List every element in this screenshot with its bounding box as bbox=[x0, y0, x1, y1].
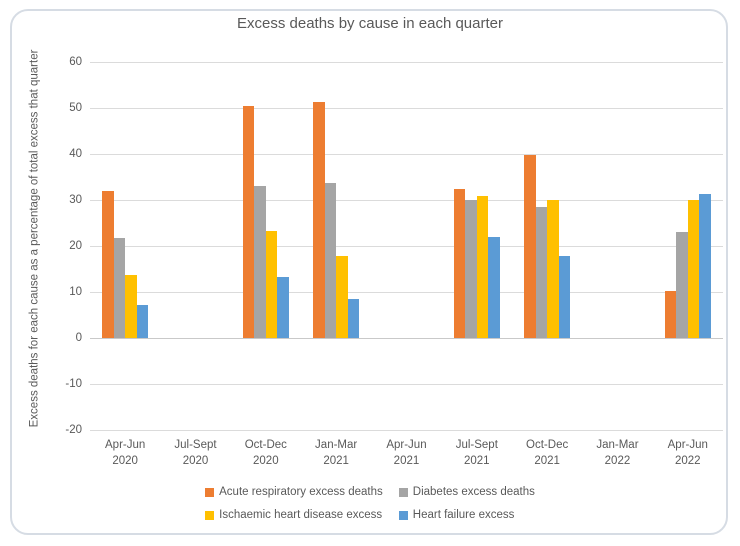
legend-marker-icon bbox=[398, 487, 408, 497]
x-axis-label-line: Apr-Jun bbox=[667, 439, 708, 451]
gridline bbox=[90, 200, 723, 201]
y-tick-label: 20 bbox=[69, 240, 82, 252]
gridline bbox=[90, 292, 723, 293]
x-axis-label-line: 2021 bbox=[534, 455, 560, 467]
chart-title: Excess deaths by cause in each quarter bbox=[237, 15, 503, 32]
legend-marker-icon bbox=[398, 510, 408, 520]
y-tick-label: 60 bbox=[69, 56, 82, 68]
bar-series2-cat1 bbox=[113, 237, 126, 338]
x-axis-label: Jul-Sept 2021 bbox=[442, 437, 512, 473]
gridline bbox=[90, 246, 723, 247]
bar-series4-cat7 bbox=[558, 255, 571, 338]
bar-series2-cat6 bbox=[465, 200, 477, 338]
gridline bbox=[90, 62, 723, 63]
bar-series1-cat7 bbox=[524, 154, 536, 338]
bar-series1-cat6 bbox=[453, 189, 466, 338]
bar-series4-cat1 bbox=[136, 304, 149, 338]
x-axis-labels: Apr-Jun 2020 Jul-Sept 2020 Oct-Dec 2020 Jan-Ma… bbox=[90, 437, 723, 473]
legend-label: Heart failure excess bbox=[412, 509, 515, 521]
x-axis-label: Oct-Dec 2020 bbox=[231, 437, 301, 473]
bar-series3-cat4 bbox=[336, 255, 348, 338]
y-tick-label: 10 bbox=[69, 286, 82, 298]
x-axis-label-line: Jul-Sept bbox=[174, 439, 217, 451]
bar-series2-cat9 bbox=[676, 232, 688, 338]
gridline bbox=[90, 154, 723, 155]
legend-label: Diabetes excess deaths bbox=[412, 486, 535, 498]
bar-series1-cat3 bbox=[242, 106, 255, 338]
plot-area bbox=[90, 62, 723, 431]
bar-series4-cat3 bbox=[277, 277, 289, 338]
x-axis-label-line: 2022 bbox=[674, 455, 701, 467]
gridline bbox=[90, 430, 723, 431]
bar-series3-cat9 bbox=[687, 200, 700, 338]
bar-series1-cat9 bbox=[664, 291, 677, 338]
x-axis-label-line: 2021 bbox=[464, 455, 490, 467]
legend-label: Ischaemic heart disease excess bbox=[219, 509, 383, 521]
x-axis-label: Jul-Sept 2020 bbox=[160, 437, 230, 473]
x-axis-label-line: 2020 bbox=[112, 455, 138, 467]
legend-item: Acute respiratory excess deaths bbox=[205, 486, 383, 498]
x-axis-label-line: 2022 bbox=[604, 455, 631, 467]
x-axis-label-line: Oct-Dec bbox=[526, 439, 569, 451]
bar-series3-cat7 bbox=[547, 200, 559, 338]
x-axis-label-line: Oct-Dec bbox=[244, 439, 287, 451]
y-tick-label: 40 bbox=[69, 148, 82, 160]
x-axis-label: Jan-Mar 2022 bbox=[582, 437, 652, 473]
bar-series3-cat6 bbox=[476, 196, 489, 338]
legend-item: Heart failure excess bbox=[398, 509, 535, 521]
y-tick-label: -20 bbox=[65, 424, 82, 436]
y-tick-label: 30 bbox=[69, 194, 82, 206]
y-tick-label: 0 bbox=[75, 332, 82, 344]
x-axis-label-line: 2020 bbox=[182, 455, 209, 467]
bar-series4-cat4 bbox=[347, 299, 360, 338]
legend-marker-icon bbox=[205, 510, 215, 520]
bar-series1-cat4 bbox=[313, 102, 325, 338]
gridline bbox=[90, 384, 723, 385]
y-axis-ticks: 60 50 40 30 20 10 0 -10 -20 bbox=[38, 56, 82, 436]
bar-series2-cat7 bbox=[535, 207, 548, 338]
x-axis-label: Apr-Jun 2022 bbox=[653, 437, 723, 473]
bar-series1-cat1 bbox=[102, 190, 114, 338]
x-axis-label: Jan-Mar 2021 bbox=[301, 437, 371, 473]
x-axis-label-line: Jan-Mar bbox=[315, 439, 358, 451]
legend-marker-icon bbox=[205, 487, 215, 497]
x-axis-label-line: 2021 bbox=[323, 455, 349, 467]
x-axis-label-line: 2020 bbox=[253, 455, 279, 467]
bar-series4-cat6 bbox=[488, 236, 500, 338]
legend: Acute respiratory excess deaths Diabetes … bbox=[0, 486, 740, 521]
legend-item: Ischaemic heart disease excess bbox=[205, 509, 383, 521]
chart-border bbox=[10, 9, 728, 535]
y-tick-label: 50 bbox=[69, 102, 82, 114]
bar-series2-cat4 bbox=[324, 182, 337, 338]
x-axis-label-line: Jul-Sept bbox=[455, 439, 498, 451]
gridline bbox=[90, 108, 723, 109]
x-axis-label-line: Apr-Jun bbox=[105, 439, 146, 451]
bar-series4-cat9 bbox=[699, 194, 711, 338]
x-axis-label-line: Apr-Jun bbox=[386, 439, 427, 451]
y-tick-label: -10 bbox=[65, 378, 82, 390]
legend-item: Diabetes excess deaths bbox=[398, 486, 535, 498]
x-axis-line bbox=[90, 338, 723, 339]
bar-series3-cat1 bbox=[125, 274, 137, 338]
x-axis-label: Oct-Dec 2021 bbox=[512, 437, 582, 473]
x-axis-label-line: 2021 bbox=[393, 455, 420, 467]
bar-series2-cat3 bbox=[254, 186, 266, 338]
x-axis-label-line: Jan-Mar bbox=[596, 439, 639, 451]
x-axis-label: Apr-Jun 2021 bbox=[371, 437, 441, 473]
x-axis-label: Apr-Jun 2020 bbox=[90, 437, 160, 473]
bar-series3-cat3 bbox=[265, 231, 278, 338]
legend-label: Acute respiratory excess deaths bbox=[219, 486, 383, 498]
